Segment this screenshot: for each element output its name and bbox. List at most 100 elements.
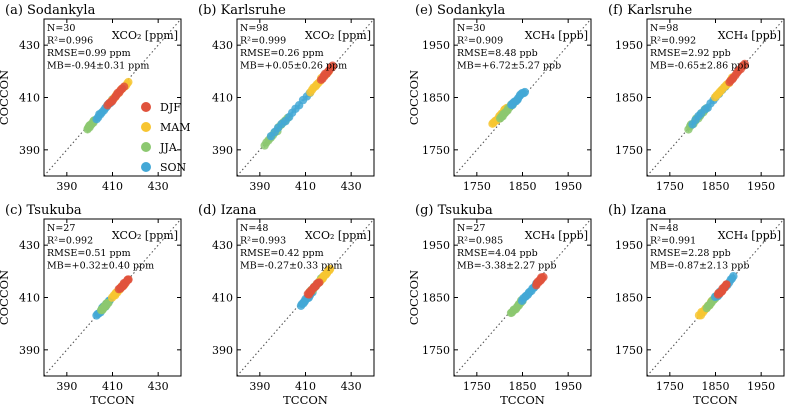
panel-4: (c) Tsukuba 390 390 410 410 430 430 N=27 R²=0.99… (0, 203, 182, 407)
species-label: XCH₄ [ppb] (525, 229, 588, 242)
data-layer (647, 19, 784, 176)
stat-line: MB=-0.94±0.31 ppm (47, 61, 149, 72)
y-tick-label: 1850 (615, 292, 643, 305)
stat-line: MB=-0.65±2.86 ppb (650, 61, 749, 72)
y-tick-label: 1950 (422, 239, 450, 252)
stat-line: N=30 (47, 23, 75, 34)
y-tick-label: 410 (19, 92, 40, 105)
stat-line: R²=0.985 (457, 236, 503, 247)
legend-marker (141, 102, 151, 112)
panel-title: (d) Izana (198, 203, 257, 218)
data-point (315, 278, 324, 287)
stat-line: RMSE=0.42 ppm (240, 248, 324, 259)
panel-title: (b) Karlsruhe (198, 3, 286, 18)
stat-line: RMSE=2.92 ppb (650, 48, 731, 59)
stat-line: RMSE=0.26 ppm (240, 48, 324, 59)
panel-0: (a) Sodankyla 390 390 410 410 430 430 N=30 R²=0.… (0, 3, 182, 193)
panel-6: (g) Tsukuba 1750 1750 1850 1850 1950 1950 N=27 R… (407, 203, 592, 407)
data-layer (44, 219, 181, 376)
x-tick-label: 1750 (463, 380, 491, 393)
y-tick-label: 1850 (615, 92, 643, 105)
panel-title: (c) Tsukuba (5, 203, 82, 218)
stat-line: R²=0.992 (650, 36, 696, 47)
x-tick-label: 430 (341, 380, 362, 393)
legend: DJF MAM JJA SON (141, 101, 190, 174)
y-tick-label: 410 (19, 292, 40, 305)
species-label: XCO₂ [ppm] (112, 29, 178, 42)
data-layer (237, 219, 374, 376)
x-axis-label: TCCON (283, 393, 328, 407)
x-tick-label: 1850 (702, 180, 730, 193)
data-point (722, 280, 731, 289)
data-point (520, 87, 530, 97)
data-layer (647, 219, 784, 376)
x-tick-label: 390 (56, 380, 77, 393)
data-layer (454, 19, 591, 176)
stat-line: MB=+0.32±0.40 ppm (47, 261, 154, 272)
y-tick-label: 430 (19, 39, 40, 52)
stat-line: MB=-3.38±2.27 ppb (457, 261, 556, 272)
y-tick-label: 1750 (422, 144, 450, 157)
panel-title: (a) Sodankyla (5, 3, 96, 18)
x-tick-label: 390 (56, 180, 77, 193)
data-layer (44, 19, 181, 176)
legend-marker (141, 162, 151, 172)
panel-1: (b) Karlsruhe 390 390 410 410 430 430 N=98 R²=0.… (198, 3, 375, 193)
legend-marker (141, 122, 151, 132)
x-tick-label: 1850 (702, 380, 730, 393)
y-tick-label: 390 (212, 344, 233, 357)
stat-line: RMSE=0.51 ppm (47, 248, 131, 259)
data-point (539, 272, 548, 282)
y-tick-label: 390 (19, 144, 40, 157)
panel-title: (e) Sodankyla (415, 3, 506, 18)
panel-5: (d) Izana 390 390 410 410 430 430 N=48 R²=0.993R… (198, 203, 375, 407)
stat-line: RMSE=8.48 ppb (457, 48, 538, 59)
data-layer (237, 19, 374, 176)
stat-line: RMSE=0.99 ppm (47, 48, 131, 59)
panel-title: (g) Tsukuba (415, 203, 493, 218)
x-tick-label: 430 (341, 180, 362, 193)
data-point (325, 264, 335, 274)
y-tick-label: 1750 (422, 344, 450, 357)
stat-line: N=98 (650, 23, 678, 34)
data-layer (454, 219, 591, 376)
panel-title: (h) Izana (608, 203, 667, 218)
data-point (729, 271, 738, 281)
x-tick-label: 430 (148, 380, 169, 393)
y-tick-label: 390 (212, 144, 233, 157)
y-axis-label: COCCON (0, 270, 11, 325)
stat-line: MB=-0.27±0.33 ppm (240, 261, 342, 272)
stat-line: R²=0.991 (650, 236, 696, 247)
legend-marker (141, 142, 151, 152)
y-tick-label: 1750 (615, 344, 643, 357)
x-tick-label: 1850 (509, 380, 537, 393)
stat-line: R²=0.996 (47, 36, 93, 47)
legend-label-son: SON (160, 161, 187, 174)
species-label: XCO₂ [ppm] (112, 229, 178, 242)
stat-line: N=27 (47, 223, 75, 234)
panel-3: (f) Karlsruhe 1750 1750 1850 1850 1950 1950 N=9… (608, 3, 785, 193)
y-tick-label: 430 (212, 39, 233, 52)
y-tick-label: 1850 (422, 292, 450, 305)
stat-line: R²=0.999 (240, 36, 286, 47)
x-tick-label: 410 (295, 180, 316, 193)
x-tick-label: 1750 (656, 180, 684, 193)
y-tick-label: 430 (212, 239, 233, 252)
y-axis-label: COCCON (407, 70, 421, 125)
y-tick-label: 390 (19, 344, 40, 357)
x-tick-label: 390 (249, 380, 270, 393)
x-tick-label: 1950 (554, 180, 582, 193)
legend-label-djf: DJF (160, 101, 181, 114)
x-axis-label: TCCON (90, 393, 135, 407)
y-tick-label: 430 (19, 239, 40, 252)
x-tick-label: 1750 (656, 380, 684, 393)
x-tick-label: 390 (249, 180, 270, 193)
species-label: XCO₂ [ppm] (305, 29, 371, 42)
x-tick-label: 1750 (463, 180, 491, 193)
panel-7: (h) Izana 1750 1750 1850 1850 1950 1950 N=48 R²=… (608, 203, 785, 407)
stat-line: N=30 (457, 23, 485, 34)
data-point (328, 61, 337, 70)
y-tick-label: 1950 (422, 39, 450, 52)
stat-line: N=27 (457, 223, 485, 234)
stat-line: R²=0.909 (457, 36, 503, 47)
